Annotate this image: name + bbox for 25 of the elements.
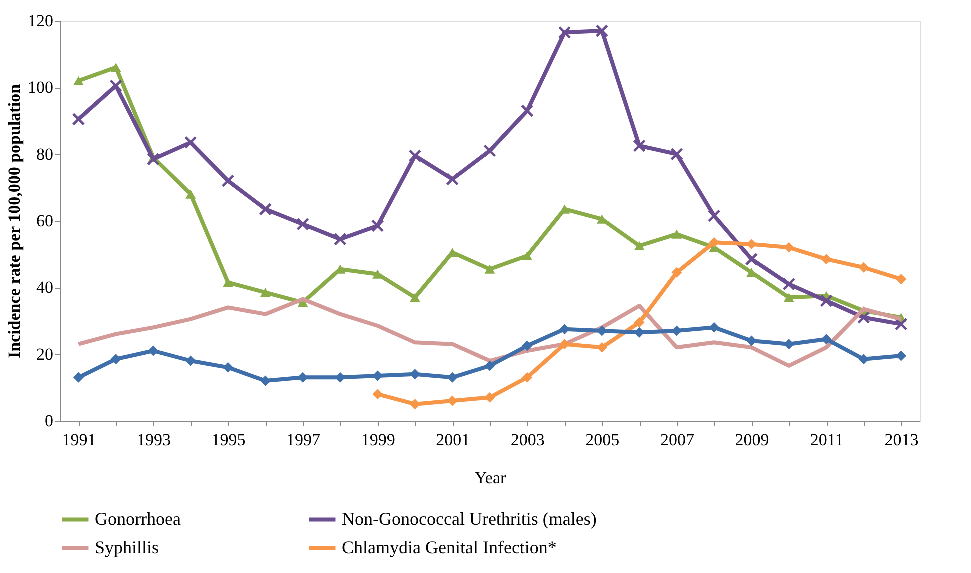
legend-label: Chlamydia Genital Infection* — [342, 538, 557, 558]
x-tick-label: 1999 — [361, 430, 396, 450]
y-axis-title: Incidence rate per 100,000 population — [5, 84, 24, 359]
y-tick-label: 100 — [28, 78, 54, 98]
legend-label: Non-Gonococcal Urethritis (males) — [342, 508, 597, 529]
x-tick-label: 1993 — [136, 430, 171, 450]
x-tick-label: 1997 — [286, 430, 322, 450]
x-axis-title: Year — [474, 468, 506, 488]
x-tick-label: 1991 — [62, 430, 96, 450]
x-tick-label: 2009 — [735, 430, 770, 450]
legend-label: Syphillis — [95, 538, 160, 558]
x-tick-label: 2003 — [510, 430, 545, 450]
y-tick-label: 0 — [45, 412, 54, 430]
y-tick-label: 20 — [36, 344, 54, 364]
y-tick-label: 40 — [36, 278, 54, 298]
legend-label: Gonorrhoea — [95, 508, 181, 529]
x-tick-label: 2001 — [436, 430, 470, 450]
y-tick-label: 120 — [28, 12, 54, 30]
y-tick-label: 60 — [36, 212, 54, 230]
x-tick-label: 1995 — [212, 430, 246, 450]
x-tick-label: 2005 — [586, 430, 620, 450]
y-tick-label: 80 — [36, 144, 54, 164]
x-tick-label: 2013 — [884, 430, 919, 450]
x-tick-label: 2007 — [660, 430, 695, 450]
x-tick-label: 2011 — [810, 430, 844, 450]
